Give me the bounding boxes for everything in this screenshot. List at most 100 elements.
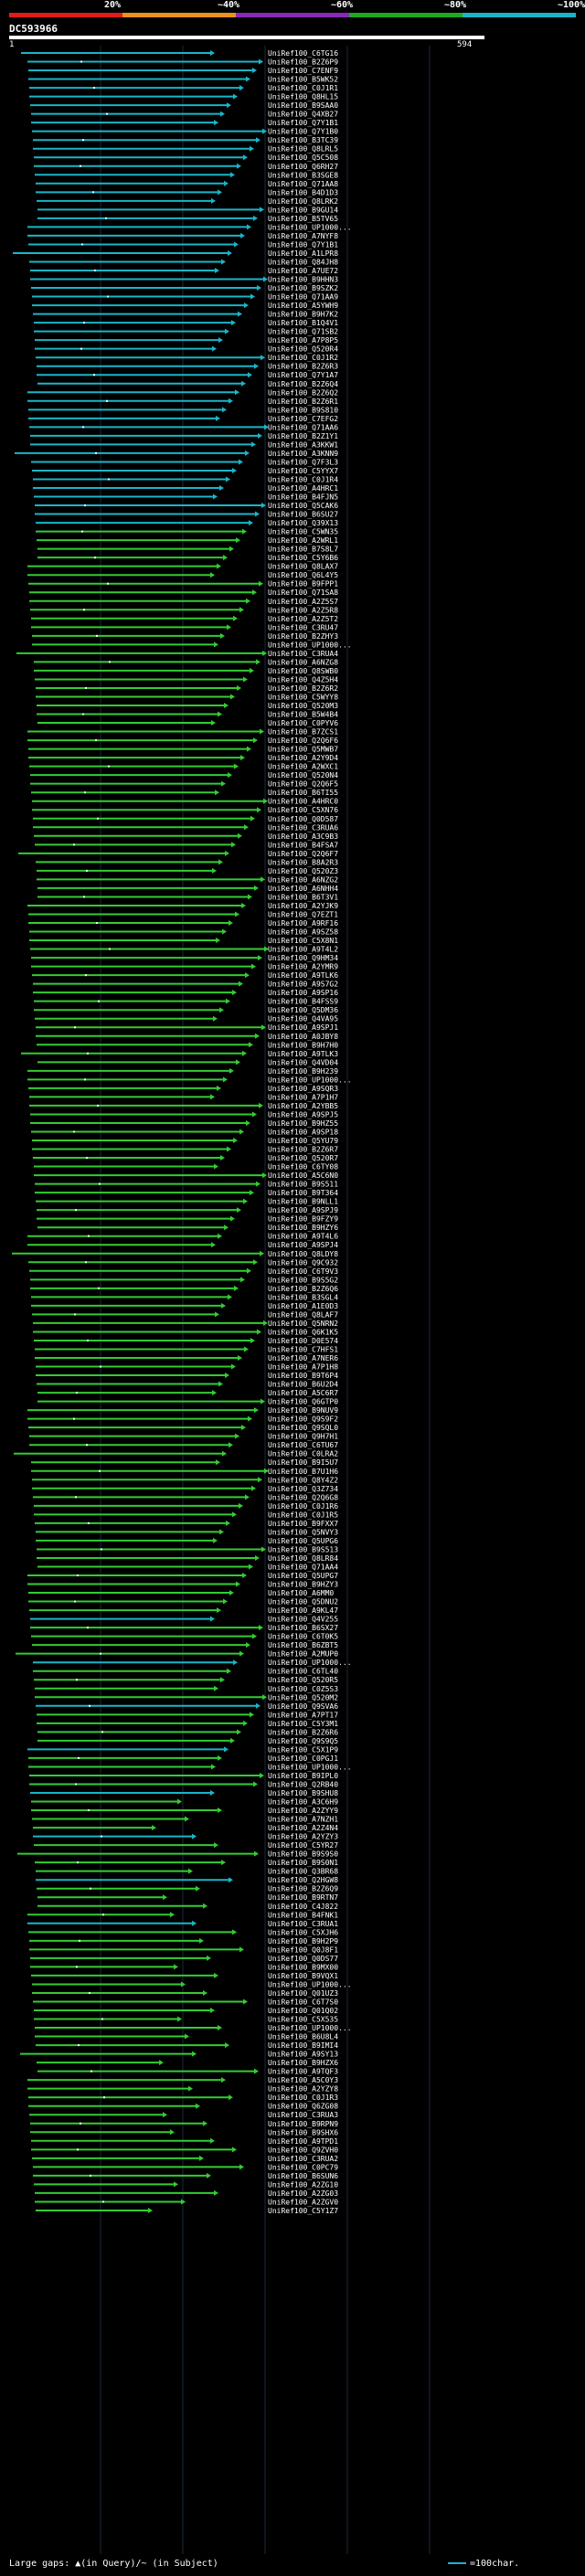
- gap-marker: [74, 1026, 76, 1029]
- hit-label: UniRef100_B9FXX7: [268, 1520, 338, 1528]
- hit-arrowhead: [220, 1677, 225, 1683]
- hit-label: UniRef100_A9TLK3: [268, 1050, 338, 1058]
- hit-label: UniRef100_Q5UPG7: [268, 1572, 338, 1580]
- hit-arrowhead: [260, 207, 264, 213]
- hit-arrowhead: [246, 1642, 250, 1648]
- hit-arrowhead: [239, 85, 244, 91]
- hit-label: UniRef100_A7P1H7: [268, 1093, 338, 1101]
- hit-arrowhead: [244, 1346, 249, 1352]
- hit-arrowhead: [221, 1302, 226, 1309]
- hit-arrowhead: [250, 815, 255, 822]
- hit-label: UniRef100_B2Z6R6: [268, 1728, 338, 1736]
- hit-arrowhead: [239, 1946, 244, 1953]
- hit-arrowhead: [213, 493, 218, 500]
- hit-arrowhead: [229, 920, 233, 926]
- hit-arrowhead: [250, 293, 255, 300]
- gap-marker: [86, 1157, 88, 1160]
- hit-arrowhead: [254, 1850, 259, 1857]
- gap-marker: [97, 1104, 99, 1107]
- hit-label: UniRef100_Q520N4: [268, 771, 338, 779]
- hit-label: UniRef100_Q4VA95: [268, 1015, 338, 1023]
- gap-marker: [90, 2070, 92, 2072]
- hit-arrowhead: [258, 1477, 262, 1483]
- scale-swatch: [448, 2562, 466, 2564]
- hit-label: UniRef100_B4D1D3: [268, 188, 338, 196]
- hit-arrowhead: [218, 1381, 223, 1387]
- hit-label: UniRef100_C0J1R2: [268, 354, 338, 362]
- hit-arrowhead: [212, 345, 217, 352]
- hit-arrowhead: [262, 1172, 267, 1179]
- hit-label: UniRef100_A9SPJ4: [268, 1241, 338, 1249]
- hit-arrowhead: [177, 2016, 182, 2022]
- hit-label: UniRef100_Q9HM34: [268, 954, 338, 962]
- hit-arrowhead: [256, 137, 261, 143]
- hit-arrowhead: [239, 1129, 244, 1135]
- footer: Large gaps: ▲(in Query)/~ (in Subject) =…: [9, 2559, 576, 2569]
- gap-marker: [94, 270, 96, 271]
- gap-marker: [96, 634, 98, 637]
- hit-arrowhead: [207, 1955, 211, 1961]
- hit-label: UniRef100_A4HRC0: [268, 798, 338, 806]
- legend-segment: [349, 13, 463, 17]
- hit-arrowhead: [264, 946, 269, 952]
- hit-arrowhead: [254, 363, 259, 369]
- hit-label: UniRef100_C0LRA2: [268, 1450, 338, 1458]
- hit-arrowhead: [225, 1373, 229, 1379]
- hit-label: UniRef100_Q9ZVH0: [268, 2146, 338, 2154]
- hit-arrowhead: [214, 1685, 218, 1691]
- hit-label: UniRef100_C5WYY8: [268, 693, 338, 701]
- hit-arrowhead: [248, 1415, 252, 1422]
- hit-arrowhead: [246, 76, 250, 82]
- hit-arrowhead: [261, 503, 266, 509]
- hit-arrowhead: [250, 1190, 254, 1196]
- hit-arrowhead: [218, 1754, 222, 1761]
- hit-label: UniRef100_Q71AA8: [268, 180, 338, 188]
- hit-arrowhead: [263, 798, 268, 804]
- hit-label: UniRef100_C0Z5S3: [268, 1685, 338, 1693]
- hit-label: UniRef100_Q9S9Q5: [268, 1737, 338, 1745]
- gap-marker: [77, 1861, 79, 1864]
- hit-label: UniRef100_C6TG16: [268, 49, 338, 58]
- hit-label: UniRef100_B2Z6Q9: [268, 1885, 338, 1893]
- hit-label: UniRef100_B2Z6P9: [268, 58, 338, 67]
- gap-marker: [83, 322, 85, 324]
- hit-label: UniRef100_UP1000...: [268, 641, 352, 649]
- hit-label: UniRef100_Q2HGW8: [268, 1876, 338, 1884]
- hit-arrowhead: [261, 1546, 266, 1553]
- hit-label: UniRef100_C6TL40: [268, 1668, 338, 1676]
- hit-arrowhead: [218, 2025, 222, 2031]
- hit-arrowhead: [163, 1894, 167, 1901]
- hit-label: UniRef100_C5Y1Z7: [268, 2207, 338, 2215]
- hit-arrowhead: [188, 1868, 193, 1874]
- hit-arrowhead: [239, 2164, 244, 2170]
- gap-marker: [88, 1235, 90, 1237]
- hit-arrowhead: [252, 68, 257, 74]
- hit-arrowhead: [242, 528, 247, 535]
- hit-arrowhead: [214, 120, 218, 126]
- hit-label: UniRef100_C3RUA1: [268, 1920, 338, 1928]
- hit-arrowhead: [238, 1355, 242, 1361]
- hit-arrowhead: [219, 485, 224, 491]
- hit-label: UniRef100_B5WK52: [268, 76, 338, 84]
- hit-label: UniRef100_A2WRL1: [268, 536, 338, 545]
- hit-label: UniRef100_A2Z5T2: [268, 615, 338, 623]
- hit-label: UniRef100_Q6GTP0: [268, 1398, 338, 1406]
- hit-arrowhead: [244, 824, 249, 831]
- hit-label: UniRef100_A9SPJ1: [268, 1023, 338, 1032]
- hit-label: UniRef100_B6TI55: [268, 789, 338, 797]
- hit-label: UniRef100_Q71AA4: [268, 1563, 338, 1571]
- gap-marker: [95, 451, 97, 454]
- hit-label: UniRef100_C5X8N1: [268, 937, 338, 945]
- hit-label: UniRef100_B2ZHY3: [268, 632, 338, 641]
- hit-label: UniRef100_A2Y9D4: [268, 754, 338, 762]
- gap-marker: [80, 164, 81, 167]
- hit-label: UniRef100_C6T7S0: [268, 1998, 338, 2006]
- query-bar: [9, 36, 484, 39]
- hit-arrowhead: [210, 2137, 215, 2144]
- hit-label: UniRef100_C6T9V3: [268, 1267, 338, 1276]
- hit-arrowhead: [254, 1407, 259, 1414]
- hit-label: UniRef100_B9T364: [268, 1189, 338, 1197]
- hit-arrowhead: [252, 1633, 257, 1639]
- gap-marker: [83, 896, 85, 898]
- hit-label: UniRef100_C5XJH6: [268, 1928, 338, 1936]
